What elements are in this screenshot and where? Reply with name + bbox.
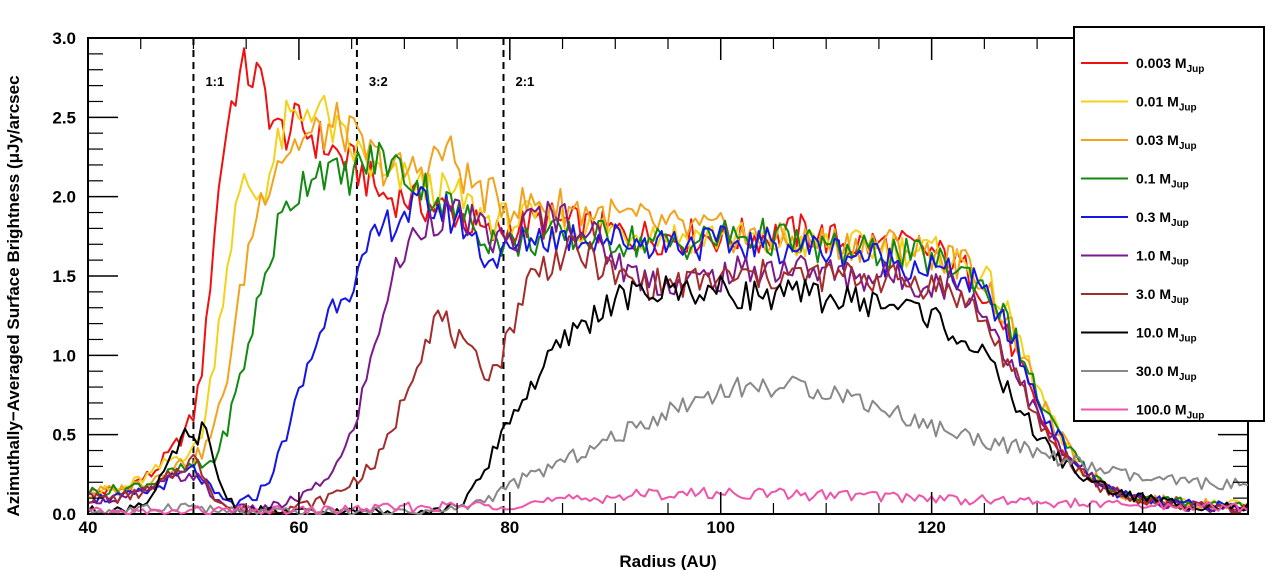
axes: 40 60 80 100 120 140 0.0 0.5 1.0 1.5 2.0 2.5 3.0 [52, 29, 1249, 537]
legend-label: 0.01 MJup [1136, 94, 1197, 114]
x-tick-label: 40 [79, 518, 98, 537]
series-line-0.01 [87, 94, 1249, 510]
legend-label: 30.0 MJup [1136, 363, 1197, 383]
series-line-0.1 [87, 141, 1249, 512]
legend-label: 0.03 MJup [1136, 132, 1197, 152]
series-line-10.0 [87, 275, 1249, 515]
resonance-lines: 1:1 3:2 2:1 [192, 38, 534, 514]
resonance-label: 3:2 [369, 74, 388, 89]
y-tick-label: 0.0 [52, 505, 76, 524]
series-lines [87, 47, 1249, 515]
y-axis-title: Azimuthally−Averaged Surface Brightness … [4, 75, 23, 516]
series-line-1.0 [87, 197, 1248, 514]
legend-label: 100.0 MJup [1136, 402, 1204, 422]
y-tick-label: 2.5 [52, 108, 76, 127]
legend-label: 0.1 MJup [1136, 171, 1189, 191]
series-line-0.03 [87, 101, 1249, 511]
legend-label: 0.003 MJup [1136, 55, 1204, 75]
legend-label: 3.0 MJup [1136, 286, 1189, 306]
x-axis-title: Radius (AU) [619, 552, 716, 570]
resonance-label: 1:1 [205, 74, 224, 89]
legend-label: 0.3 MJup [1136, 209, 1189, 229]
y-tick-label: 3.0 [52, 29, 76, 48]
series-line-100.0 [87, 486, 1249, 515]
y-tick-label: 1.5 [52, 267, 76, 286]
x-tick-label: 120 [917, 518, 945, 537]
legend: 0.003 MJup 0.01 MJup 0.03 MJup 0.1 MJup 0.3 … [1073, 26, 1265, 422]
x-tick-label: 60 [289, 518, 308, 537]
legend-box [1073, 26, 1265, 422]
x-tick-label: 100 [707, 518, 735, 537]
legend-label: 10.0 MJup [1136, 325, 1197, 345]
x-tick-label: 140 [1128, 518, 1156, 537]
legend-label: 1.0 MJup [1136, 248, 1189, 268]
x-tick-label: 80 [500, 518, 519, 537]
resonance-label: 2:1 [515, 74, 534, 89]
y-tick-label: 0.5 [52, 426, 76, 445]
y-tick-label: 1.0 [52, 346, 76, 365]
y-tick-label: 2.0 [52, 188, 76, 207]
